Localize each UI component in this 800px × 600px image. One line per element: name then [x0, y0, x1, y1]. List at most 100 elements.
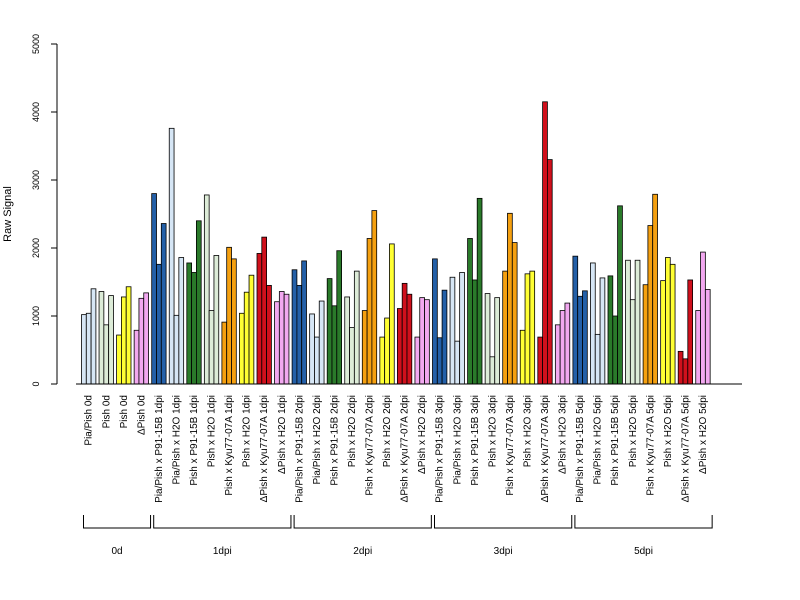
bar: [401, 282, 408, 385]
bar: [221, 321, 228, 385]
category-label: ΔPish x H2O 1dpi: [277, 395, 288, 474]
y-axis-label: Raw Signal: [2, 186, 14, 242]
bar: [160, 223, 167, 385]
y-tick-label: 4000: [31, 102, 41, 122]
bar: [524, 273, 531, 385]
bar: [296, 284, 303, 385]
bar: [396, 308, 403, 385]
bar: [326, 278, 333, 385]
bar: [151, 193, 157, 385]
bar: [156, 263, 162, 385]
group-bracket: [434, 515, 573, 529]
bar: [173, 314, 180, 385]
bar: [384, 317, 390, 385]
category-label: ΔPish x Kyu77-07A 3dpi: [540, 395, 551, 502]
bar: [90, 288, 97, 385]
bar: [529, 270, 536, 385]
category-label: Pia/Pish 0d: [84, 395, 95, 446]
group-label: 2dpi: [353, 546, 372, 557]
category-label: Pish x Kyu77-07A 2dpi: [365, 395, 376, 496]
bar: [590, 262, 596, 385]
bar: [291, 269, 298, 385]
bar: [642, 284, 649, 385]
bar: [414, 336, 421, 385]
category-label: Pia/Pish x P91-15B 3dpi: [435, 395, 446, 503]
category-label: Pish x P91-15B 2dpi: [329, 395, 340, 486]
bar: [424, 299, 430, 385]
bar: [507, 212, 513, 385]
bar: [432, 258, 438, 385]
bar: [476, 197, 483, 385]
bar: [116, 334, 122, 385]
category-label: Pish x Kyu77-07A 5dpi: [645, 395, 656, 496]
bar: [502, 270, 508, 385]
bar: [248, 274, 255, 385]
bar: [436, 337, 443, 385]
category-label: ΔPish x Kyu77-07A 5dpi: [680, 395, 691, 502]
bar: [168, 127, 175, 385]
bar: [243, 291, 250, 385]
y-tick-label: 5000: [31, 34, 41, 54]
bar: [677, 350, 684, 385]
category-label: Pia/Pish x H2O 5dpi: [593, 395, 604, 485]
bar: [331, 305, 338, 385]
bar: [256, 253, 263, 385]
category-label: Pish x H2O 1dpi: [207, 395, 218, 467]
x-tick-labels: Pia/Pish 0d Pish 0d Pish 0d ΔPish 0d Pia/Pis…: [84, 395, 709, 503]
y-tick-label: 2000: [31, 238, 41, 258]
category-label: Pish x H2O 2dpi: [382, 395, 393, 467]
bar: [652, 193, 658, 385]
bar: [336, 250, 342, 385]
time-group-brackets: 0d 1dpi 2dpi 3dpi 5dpi: [83, 515, 713, 557]
bar: [231, 258, 237, 385]
bar: [143, 292, 149, 385]
category-label: Pish x H2O 2dpi: [347, 395, 358, 467]
y-tick-label: 3000: [31, 170, 41, 190]
category-label: Pia/Pish x P91-15B 2dpi: [294, 395, 305, 503]
bar: [577, 295, 583, 385]
bar: [81, 314, 87, 385]
bar: [612, 315, 618, 385]
bar: [121, 296, 127, 385]
bar: [467, 238, 473, 385]
bar: [406, 293, 413, 385]
category-label: Pish x H2O 3dpi: [522, 395, 533, 467]
bar: [349, 327, 355, 385]
bar: [511, 242, 518, 385]
bar: [344, 296, 350, 385]
bar: [195, 220, 202, 385]
bar: [594, 333, 601, 385]
bar: [186, 262, 193, 385]
bar: [554, 324, 561, 385]
bar: [133, 329, 140, 385]
bar: [471, 279, 478, 385]
category-label: Pish x P91-15B 1dpi: [189, 395, 200, 486]
bar: [647, 225, 654, 385]
category-label: Pish 0d: [101, 395, 112, 428]
category-label: Pish x H2O 1dpi: [242, 395, 253, 467]
bar: [542, 101, 548, 385]
group-bracket: [83, 515, 152, 529]
bar: [454, 340, 461, 385]
category-label: Pish x H2O 3dpi: [487, 395, 498, 467]
bar: [318, 300, 325, 385]
bar: [353, 270, 360, 385]
category-label: ΔPish x H2O 2dpi: [417, 395, 428, 474]
category-label: Pia/Pish x H2O 3dpi: [452, 395, 463, 485]
bar: [695, 310, 701, 385]
bar: [629, 299, 636, 385]
bar: [489, 356, 496, 385]
bar: [660, 280, 666, 385]
group-bracket: [153, 515, 292, 529]
bar: [389, 243, 395, 385]
bar: [441, 289, 448, 385]
bar: [138, 297, 145, 385]
bar: [572, 255, 579, 385]
bar: [98, 291, 105, 385]
bar: [85, 312, 92, 385]
category-label: Pish x P91-15B 5dpi: [610, 395, 621, 486]
bar: [665, 257, 671, 385]
y-axis: 0 1000 2000 3000 4000 5000: [31, 34, 58, 387]
category-label: ΔPish x H2O 3dpi: [558, 395, 569, 474]
